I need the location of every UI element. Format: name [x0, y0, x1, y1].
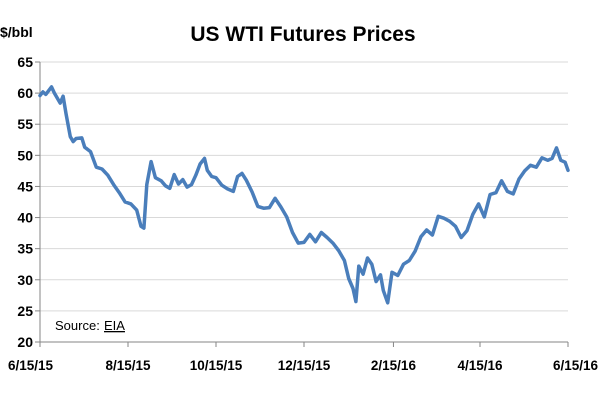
y-axis-unit-label: $/bbl: [0, 24, 33, 40]
series-layer: [38, 85, 570, 305]
gridlines: [40, 61, 568, 312]
source-label: Source:: [55, 318, 100, 333]
y-tick-label: 25: [17, 303, 33, 319]
y-tick-label: 30: [17, 272, 33, 288]
source-link[interactable]: EIA: [104, 318, 125, 333]
y-tick-label: 35: [17, 241, 33, 257]
y-tick-label: 40: [17, 210, 33, 226]
x-tick-label: 4/15/16: [457, 358, 503, 373]
x-tick-label: 6/15/15: [8, 358, 54, 373]
y-tick-label: 20: [17, 334, 33, 350]
x-tick-label: 2/15/16: [371, 358, 417, 373]
y-tick-label: 45: [17, 178, 33, 194]
series-line: [38, 85, 570, 305]
y-axis-ticks: 20 25 30 35 40 45 50 55 60 65: [17, 54, 40, 350]
x-axis-ticks: 6/15/15 8/15/15 10/15/15 12/15/15 2/15/16 4/1…: [8, 342, 598, 373]
source-annotation: Source: EIA: [55, 318, 125, 333]
chart-title: US WTI Futures Prices: [190, 23, 415, 46]
x-tick-label: 6/15/16: [553, 358, 599, 373]
x-tick-label: 12/15/15: [278, 358, 331, 373]
y-tick-label: 55: [17, 116, 33, 132]
x-tick-label: 10/15/15: [190, 358, 243, 373]
x-tick-label: 8/15/15: [105, 358, 151, 373]
y-tick-label: 60: [17, 85, 33, 101]
y-tick-label: 65: [17, 54, 33, 70]
y-tick-label: 50: [17, 147, 33, 163]
